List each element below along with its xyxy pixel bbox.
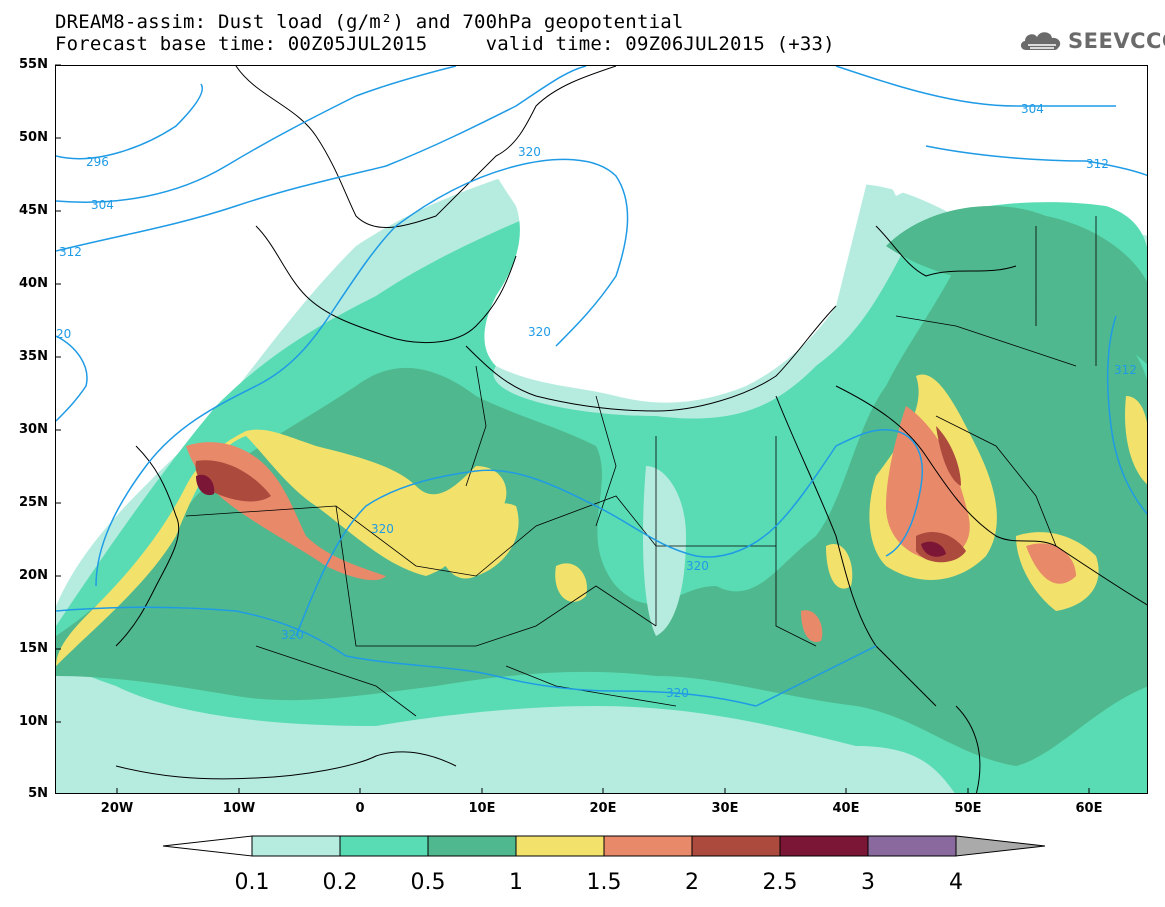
contour-label: 304 [1021, 102, 1044, 116]
contour-label: 320 [686, 559, 709, 573]
lon-label: 40E [832, 801, 860, 816]
contour-label: 20 [56, 327, 71, 341]
contour-label: 304 [91, 198, 114, 212]
contour-label: 312 [59, 245, 82, 259]
lon-label: 10E [468, 801, 496, 816]
lon-label: 0 [355, 801, 365, 816]
dust-field-2 [195, 426, 966, 563]
lat-label: 55N [19, 57, 48, 72]
lat-label: 30N [19, 422, 48, 437]
contour-label: 312 [1086, 157, 1109, 171]
forecast-time-line: Forecast base time: 00Z05JUL2015 valid t… [55, 33, 835, 55]
cloud-logo-icon [1020, 32, 1061, 50]
logo-text: SEEVCCC [1068, 29, 1165, 53]
colorbar-label: 2.5 [762, 870, 798, 895]
lat-label: 40N [19, 276, 48, 291]
seevccc-logo: SEEVCCC [1018, 26, 1165, 56]
contour-label: 320 [518, 145, 541, 159]
lat-label: 20N [19, 568, 48, 583]
lat-label: 45N [19, 203, 48, 218]
colorbar [162, 835, 1046, 857]
colorbar-label: 2 [685, 870, 699, 895]
contour-label: 296 [86, 155, 109, 169]
coastlines [115, 66, 1147, 793]
lat-label: 5N [28, 786, 48, 801]
lon-label: 20W [100, 801, 134, 816]
geopotential-contours [56, 66, 1147, 707]
dust-map: 296 304 312 20 320 320 320 320 320 320 3… [55, 65, 1148, 794]
country-borders [185, 216, 1097, 717]
lon-label: 20E [589, 801, 617, 816]
lat-label: 50N [19, 130, 48, 145]
colorbar-label: 4 [949, 870, 963, 895]
lat-label: 10N [19, 714, 48, 729]
lon-label: 60E [1075, 801, 1103, 816]
map-title: DREAM8-assim: Dust load (g/m²) and 700hP… [55, 11, 684, 33]
contour-label: 320 [371, 522, 394, 536]
dust-field-0-5 [56, 206, 1147, 766]
map-canvas: 296 304 312 20 320 320 320 320 320 320 3… [56, 66, 1147, 793]
colorbar-label: 3 [861, 870, 875, 895]
lat-label: 35N [19, 349, 48, 364]
clear-areas [56, 66, 1147, 636]
colorbar-label: 1 [509, 870, 523, 895]
lat-label: 25N [19, 495, 48, 510]
contour-label: 312 [1114, 363, 1137, 377]
contour-label: 320 [281, 628, 304, 642]
colorbar-label: 0.2 [322, 870, 358, 895]
contour-label: 320 [666, 686, 689, 700]
lon-label: 30E [711, 801, 739, 816]
contour-label: 320 [528, 325, 551, 339]
lon-label: 10W [222, 801, 256, 816]
colorbar-label: 1.5 [586, 870, 622, 895]
colorbar-label: 0.5 [410, 870, 446, 895]
lat-label: 15N [19, 641, 48, 656]
lon-label: 50E [954, 801, 982, 816]
dust-field-2-5 [196, 474, 946, 557]
colorbar-label: 0.1 [234, 870, 270, 895]
contour-labels: 296 304 312 20 320 320 320 320 320 320 3… [56, 102, 1137, 700]
